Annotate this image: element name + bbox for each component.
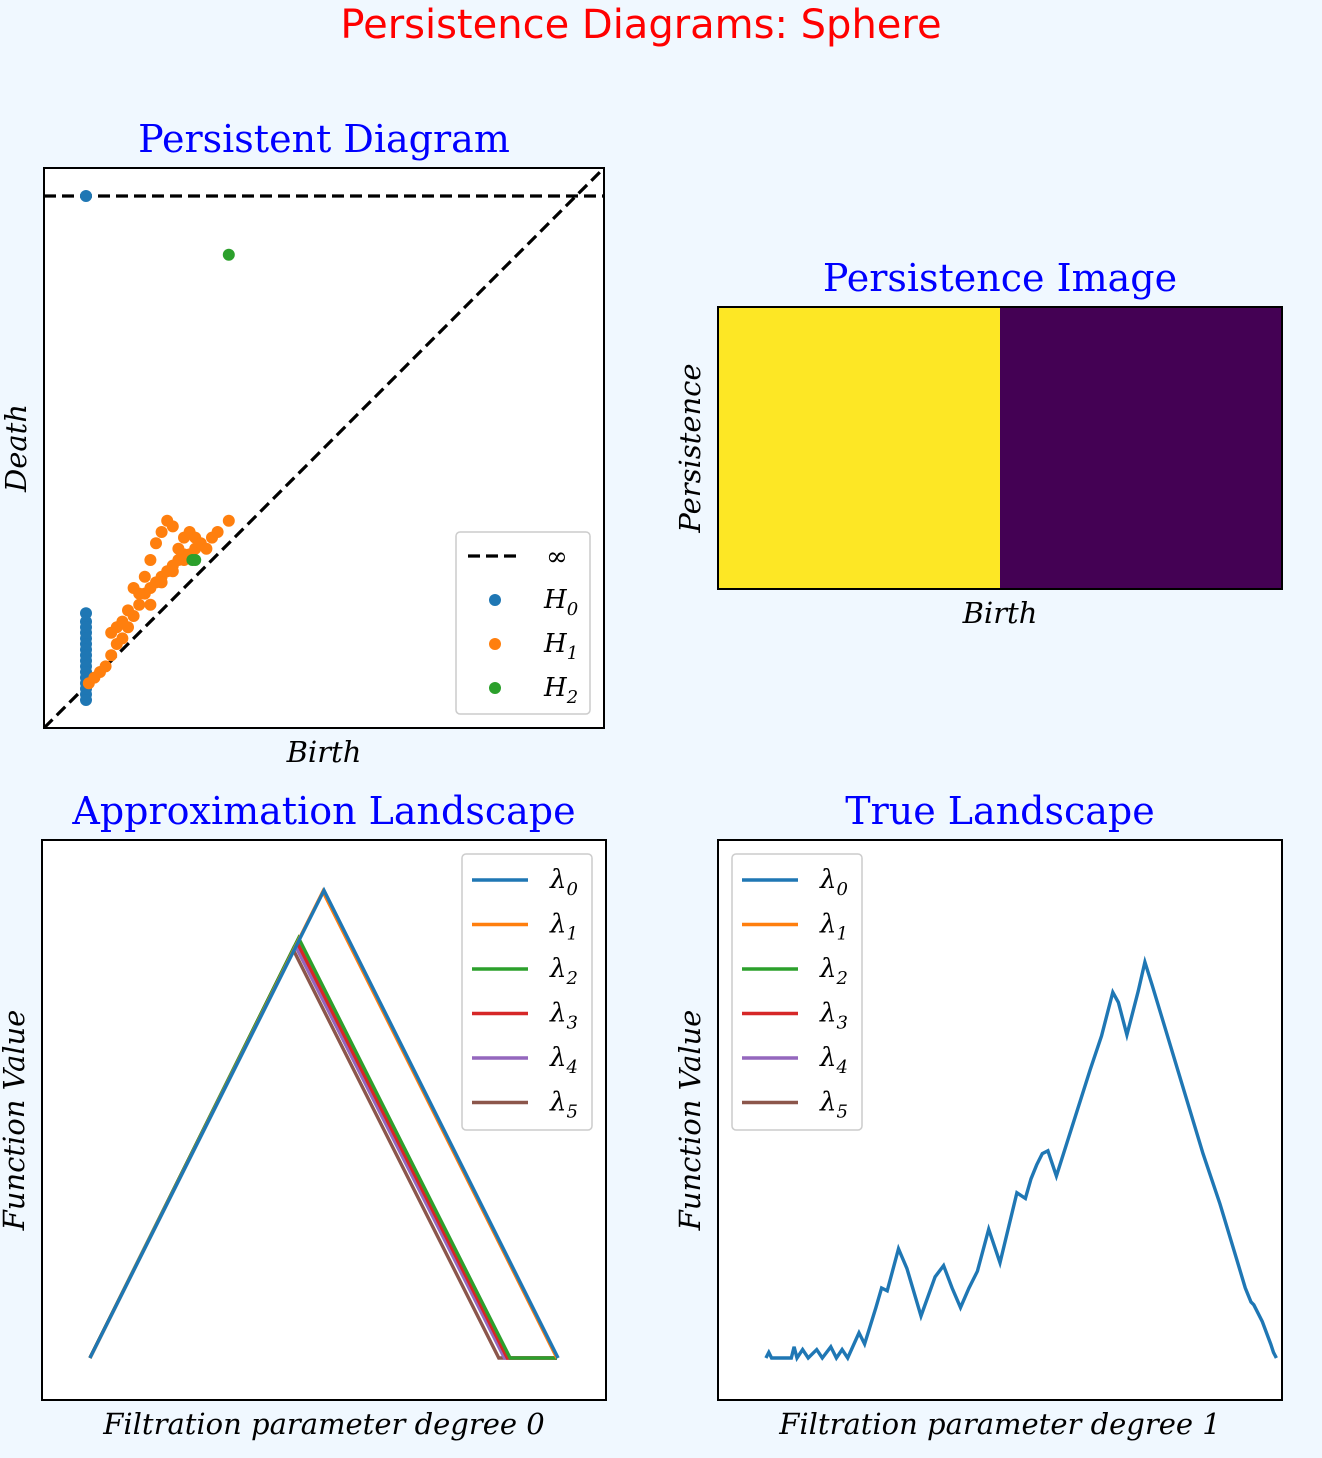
- y-axis-label: Persistence: [673, 363, 707, 533]
- legend: λ0 λ1 λ2 λ3 λ4 λ5: [731, 853, 863, 1131]
- legend-label-lambda4: λ4: [819, 1043, 848, 1078]
- chart-title: Approximation Landscape: [71, 789, 575, 833]
- approximation-landscape-chart: Approximation Landscape Filtration parame…: [0, 789, 607, 1441]
- legend: λ0 λ1 λ2 λ3 λ4 λ5: [461, 853, 593, 1131]
- legend-marker-h1: [489, 638, 501, 650]
- point-h0: [80, 694, 92, 706]
- legend-marker-h2: [489, 682, 501, 694]
- x-axis-label: Filtration parameter degree 0: [102, 1407, 544, 1441]
- y-axis-label: Function Value: [673, 1010, 707, 1232]
- point-h2: [189, 554, 202, 566]
- legend-label-lambda5: λ5: [549, 1088, 578, 1123]
- y-axis-label: Death: [0, 404, 33, 493]
- axes-frame: [717, 839, 1283, 1401]
- point-h1: [222, 514, 235, 527]
- point-h1: [138, 570, 151, 583]
- legend: ∞ H0 H1 H2: [455, 531, 591, 715]
- series-line-lambda0: [764, 955, 1278, 1363]
- point-h1: [116, 615, 129, 628]
- legend-box: [455, 531, 591, 715]
- legend-label-lambda0: λ0: [549, 865, 578, 900]
- point-h1: [105, 649, 118, 662]
- point-h1: [178, 554, 190, 566]
- x-axis-label: Birth: [286, 735, 362, 769]
- point-h1: [116, 632, 129, 645]
- legend-label-h2: H2: [543, 673, 578, 708]
- legend-label-lambda4: λ4: [549, 1043, 578, 1078]
- diagonal-line: [44, 168, 604, 728]
- point-h0: [80, 607, 92, 620]
- x-axis-label: Birth: [962, 596, 1038, 630]
- series-h1: [82, 514, 235, 690]
- point-h1: [166, 520, 179, 533]
- legend-label-lambda1: λ1: [819, 910, 848, 945]
- axes-frame: [43, 167, 605, 729]
- legend-label-lambda3: λ3: [819, 999, 848, 1034]
- point-h1: [155, 526, 168, 538]
- y-axis-label: Function Value: [0, 1010, 31, 1232]
- heatmap-cell: [1000, 307, 1282, 589]
- legend-label-h1: H1: [543, 629, 578, 664]
- figure-title: Persistence Diagrams: Sphere: [340, 2, 942, 48]
- plot-content: [44, 168, 604, 728]
- point-h2: [222, 248, 235, 261]
- persistence-diagram-chart: Persistent Diagram Birth Death ∞ H0 H1 H2: [0, 117, 605, 769]
- legend-label-infinity: ∞: [546, 542, 568, 572]
- point-h0: [80, 190, 92, 202]
- legend-label-h0: H0: [543, 585, 578, 620]
- point-h1: [166, 565, 179, 578]
- true-landscape-chart: True Landscape Filtration parameter degre…: [673, 789, 1283, 1441]
- point-h1: [150, 537, 162, 550]
- legend-label-lambda5: λ5: [819, 1088, 848, 1123]
- point-h1: [133, 598, 146, 611]
- axes-frame: [717, 306, 1283, 590]
- chart-title: Persistent Diagram: [138, 117, 510, 161]
- series-line-lambda0: [88, 886, 560, 1359]
- point-h1: [211, 526, 224, 538]
- chart-title: True Landscape: [845, 789, 1155, 833]
- point-h1: [144, 554, 157, 566]
- legend-label-lambda2: λ2: [549, 954, 578, 989]
- legend-label-lambda0: λ0: [819, 865, 848, 900]
- point-h1: [127, 582, 140, 594]
- legend-label-lambda3: λ3: [549, 999, 578, 1034]
- point-h1: [155, 576, 168, 589]
- point-h1: [122, 604, 134, 617]
- persistence-image-chart: Persistence Image Birth Persistence: [673, 256, 1283, 630]
- x-axis-label: Filtration parameter degree 1: [778, 1407, 1220, 1441]
- point-h1: [172, 542, 185, 555]
- legend-marker-h0: [489, 594, 501, 606]
- legend-label-lambda1: λ1: [549, 910, 578, 945]
- chart-title: Persistence Image: [823, 256, 1177, 300]
- series-h2: [186, 248, 235, 566]
- axes-frame: [41, 839, 607, 1401]
- point-h1: [144, 598, 157, 611]
- legend-label-lambda2: λ2: [819, 954, 848, 989]
- heatmap-cell: [718, 307, 1000, 589]
- point-h1: [99, 660, 112, 673]
- point-h1: [200, 542, 213, 555]
